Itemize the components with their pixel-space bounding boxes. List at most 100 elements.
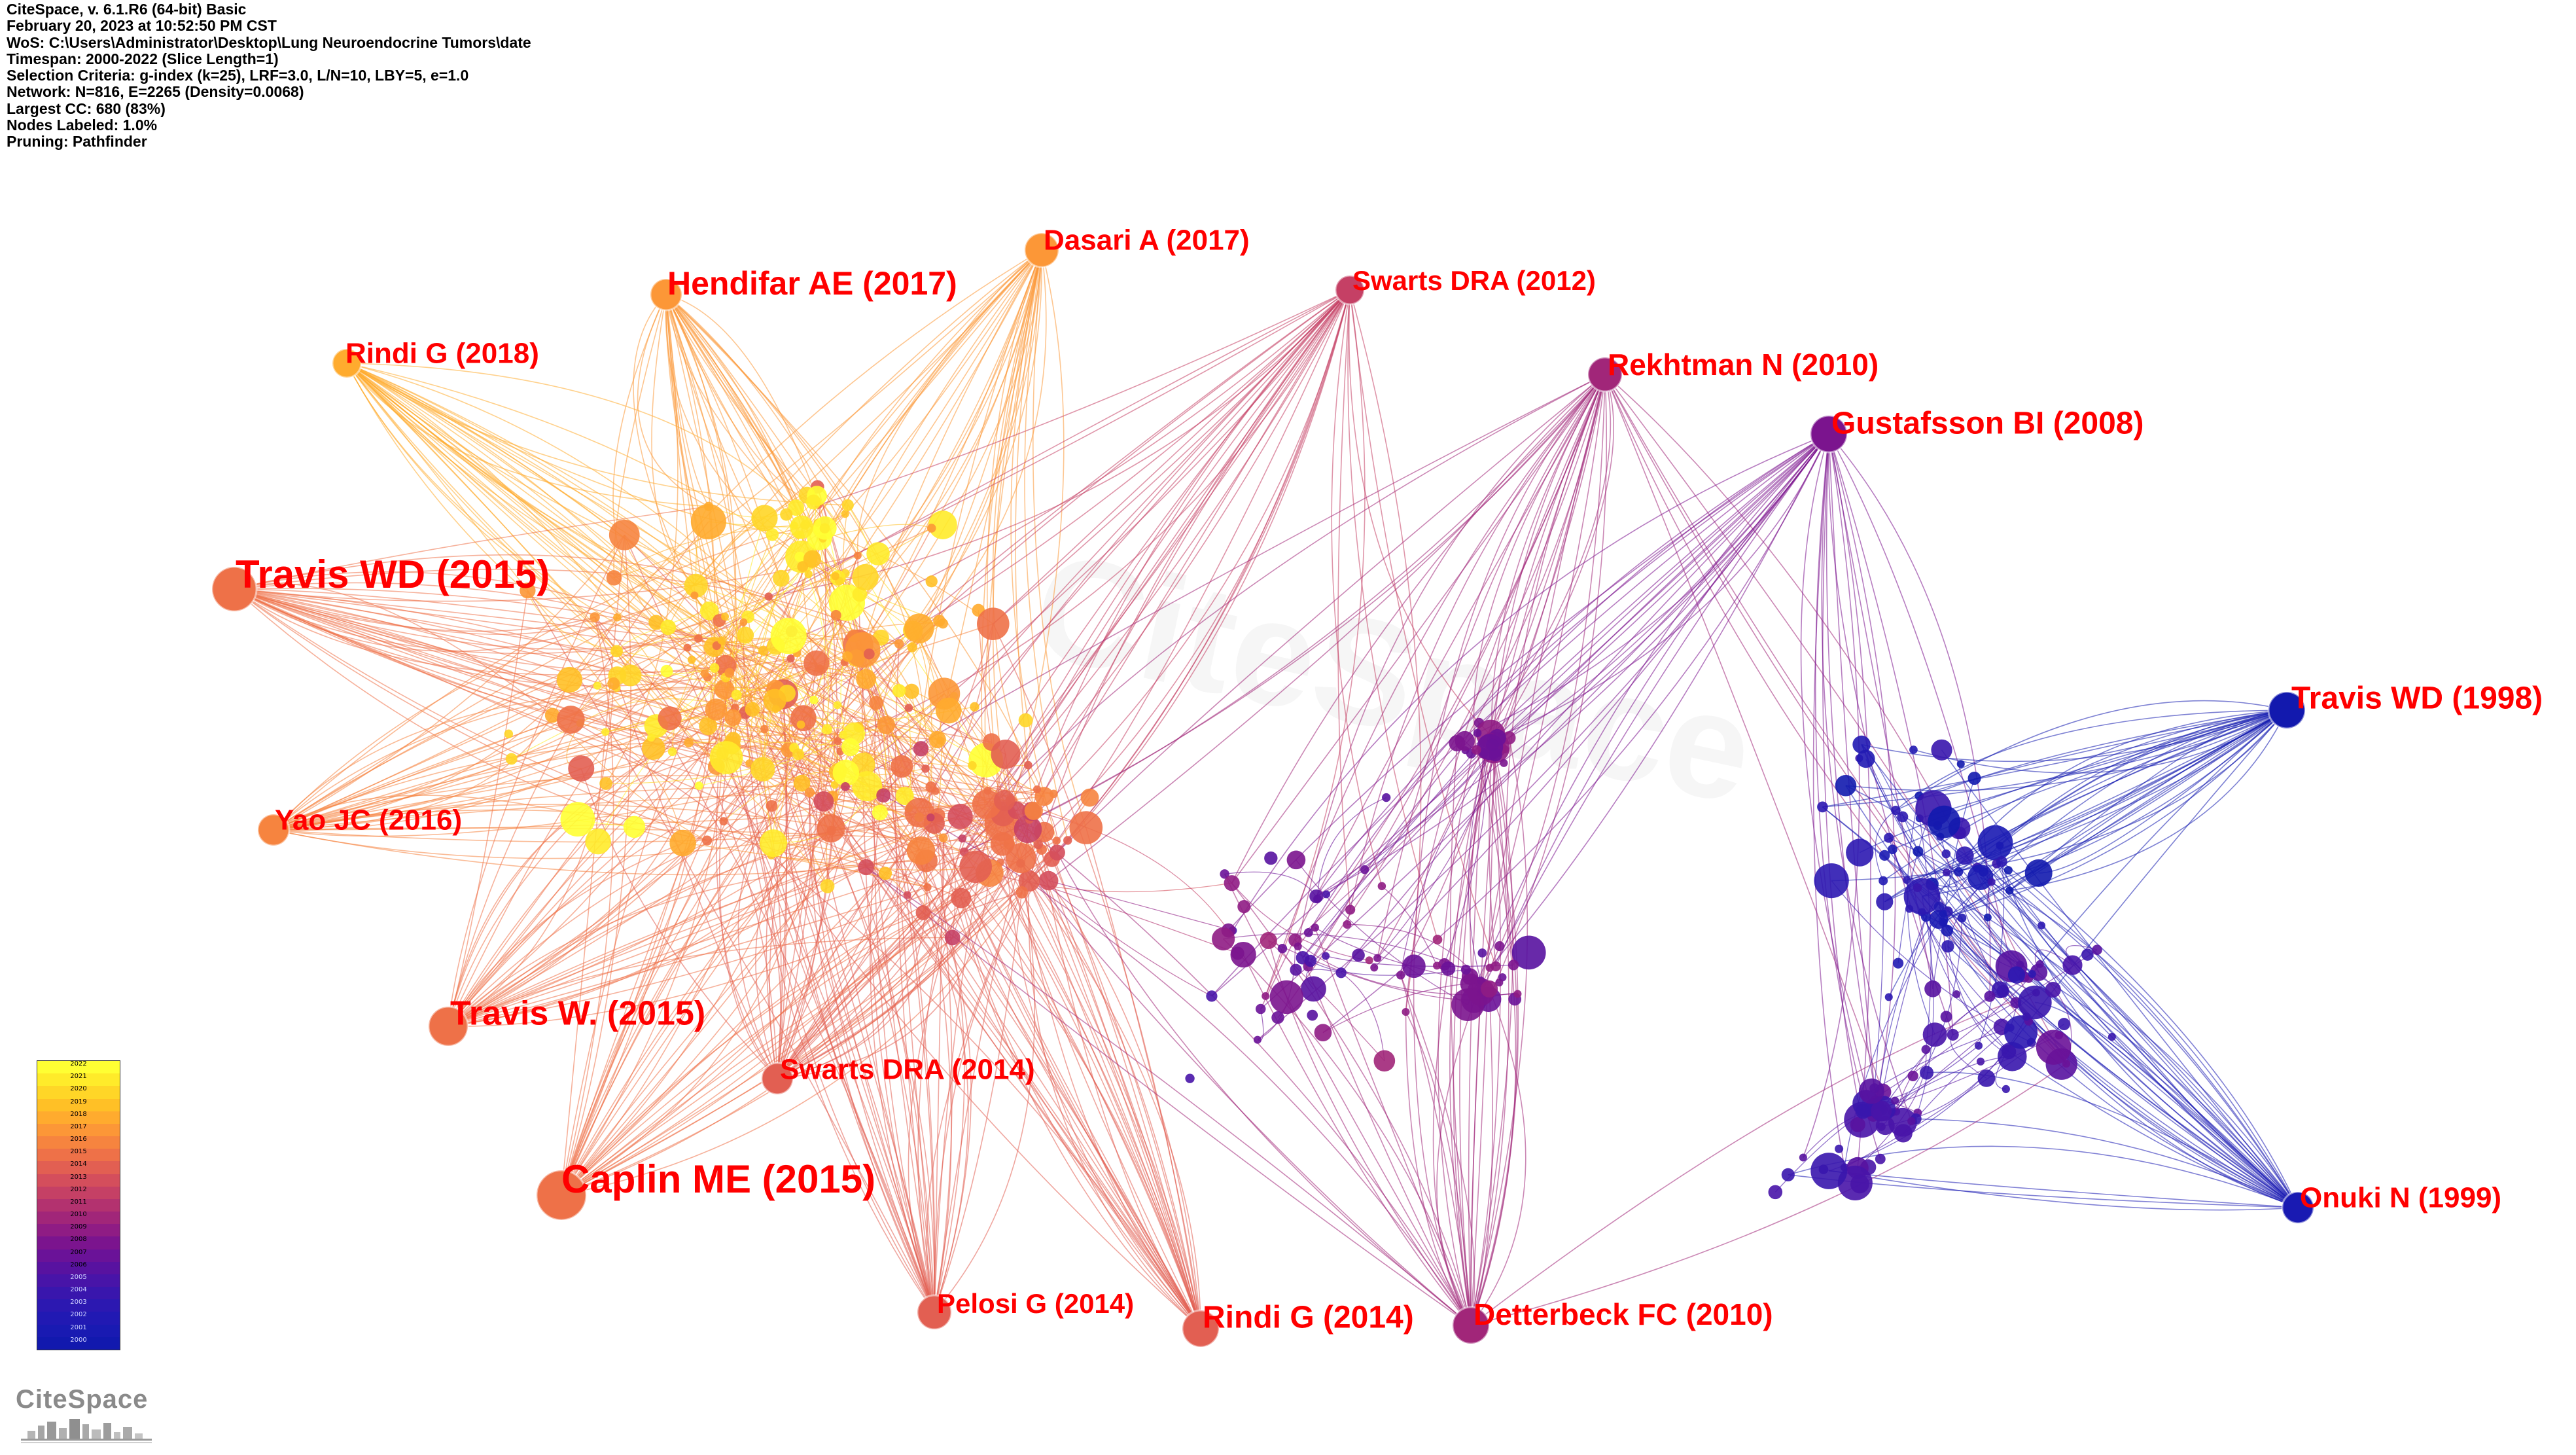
citation-link <box>234 588 866 680</box>
legend-year: 2018 <box>37 1111 120 1124</box>
legend-year: 2020 <box>37 1086 120 1099</box>
citation-link <box>963 289 1350 853</box>
citation-link <box>964 289 1350 853</box>
citation-link <box>1302 749 1477 958</box>
citation-link <box>448 622 744 1027</box>
reference-node <box>983 787 992 795</box>
reference-node <box>2036 1030 2072 1065</box>
citation-link <box>962 374 1606 839</box>
citation-link <box>273 528 932 831</box>
citation-link <box>1465 433 1829 751</box>
citation-link <box>606 734 843 784</box>
reference-node <box>1876 893 1894 910</box>
citation-link <box>1308 433 1829 933</box>
legend-year: 2014 <box>37 1161 120 1174</box>
reference-node <box>872 804 888 821</box>
citation-link <box>1400 747 1497 975</box>
reference-label: Caplin ME (2015) <box>561 1157 875 1201</box>
reference-node <box>869 696 883 710</box>
reference-node <box>926 813 935 822</box>
reference-node <box>1472 745 1481 755</box>
reference-node <box>2062 955 2083 975</box>
labeled-reference-node <box>2267 691 2306 730</box>
citation-link <box>234 571 699 639</box>
reference-node <box>1460 964 1472 975</box>
citation-link <box>721 639 938 740</box>
reference-node <box>904 704 913 712</box>
citation-link <box>1902 816 2299 1208</box>
analysis-info-block: CiteSpace, v. 6.1.R6 (64-bit) Basic Febru… <box>7 1 531 151</box>
reference-node <box>938 833 948 843</box>
citation-link <box>234 588 927 861</box>
citation-link <box>346 363 797 509</box>
legend-year: 2000 <box>37 1337 120 1350</box>
reference-node <box>826 825 836 836</box>
citation-link <box>934 857 1022 1313</box>
citation-link <box>987 249 1042 824</box>
citation-link <box>1895 710 2287 811</box>
citation-link <box>1470 992 2037 1326</box>
reference-node <box>858 859 874 876</box>
reference-node <box>1033 839 1044 850</box>
citation-link <box>561 858 1053 1196</box>
reference-node <box>1038 871 1059 891</box>
citation-link <box>1943 710 2287 923</box>
citation-link <box>699 695 955 787</box>
citation-link <box>715 709 782 1079</box>
reference-node <box>709 663 720 673</box>
citation-link <box>1926 916 2299 1208</box>
reference-node <box>1023 761 1032 770</box>
citation-link <box>1348 289 1506 750</box>
citation-link <box>273 653 870 831</box>
citation-link <box>682 842 928 888</box>
citation-link <box>273 686 776 831</box>
citation-link <box>2034 1001 2299 1208</box>
reference-node <box>830 781 839 789</box>
citation-link <box>961 897 1201 1329</box>
reference-node <box>1063 836 1072 845</box>
reference-node <box>1262 992 1270 1000</box>
citation-link <box>1316 797 1386 899</box>
citation-link <box>561 844 1039 1196</box>
citation-link <box>667 486 818 628</box>
citation-link <box>790 658 926 769</box>
year-color-legend: 2022 2021 2020 2019 2018 2017 2016 2015 2014 2013… <box>37 1060 120 1350</box>
reference-node <box>1370 963 1379 972</box>
citation-link <box>1029 289 1350 882</box>
reference-node <box>841 499 854 511</box>
reference-node <box>841 510 849 518</box>
reference-node <box>1884 833 1894 843</box>
citation-link <box>1470 433 1829 754</box>
watermark: CiteSpace <box>1021 520 1767 836</box>
citation-link <box>1260 433 1829 1010</box>
citation-link <box>1489 374 1606 967</box>
citation-link <box>1865 978 2030 1104</box>
citation-link <box>561 535 626 1196</box>
reference-node <box>758 645 769 656</box>
reference-node <box>687 655 696 664</box>
reference-label: Yao JC (2016) <box>275 804 462 836</box>
reference-node <box>1032 785 1041 793</box>
reference-node <box>1360 865 1369 874</box>
labeled-reference-node <box>427 1005 469 1047</box>
reference-node <box>1495 979 1504 987</box>
reference-node <box>1872 1109 1882 1119</box>
citation-link <box>1918 710 2287 797</box>
citation-link <box>1432 968 1472 1326</box>
citation-link <box>630 667 715 676</box>
reference-node <box>933 615 945 627</box>
citation-link <box>858 644 988 791</box>
reference-node <box>717 636 726 645</box>
citation-link <box>906 289 1350 895</box>
legend-year: 2016 <box>37 1136 120 1149</box>
citation-link <box>561 872 990 1196</box>
reference-node <box>1976 1057 1985 1066</box>
citation-link <box>1029 880 1201 1329</box>
citation-link <box>1932 884 2299 1208</box>
citation-link <box>1845 785 2299 1208</box>
citation-link <box>1943 922 2299 1208</box>
citation-link <box>773 842 908 895</box>
legend-year: 2015 <box>37 1149 120 1162</box>
labeled-reference-node <box>1181 1309 1220 1348</box>
reference-node <box>904 797 934 828</box>
